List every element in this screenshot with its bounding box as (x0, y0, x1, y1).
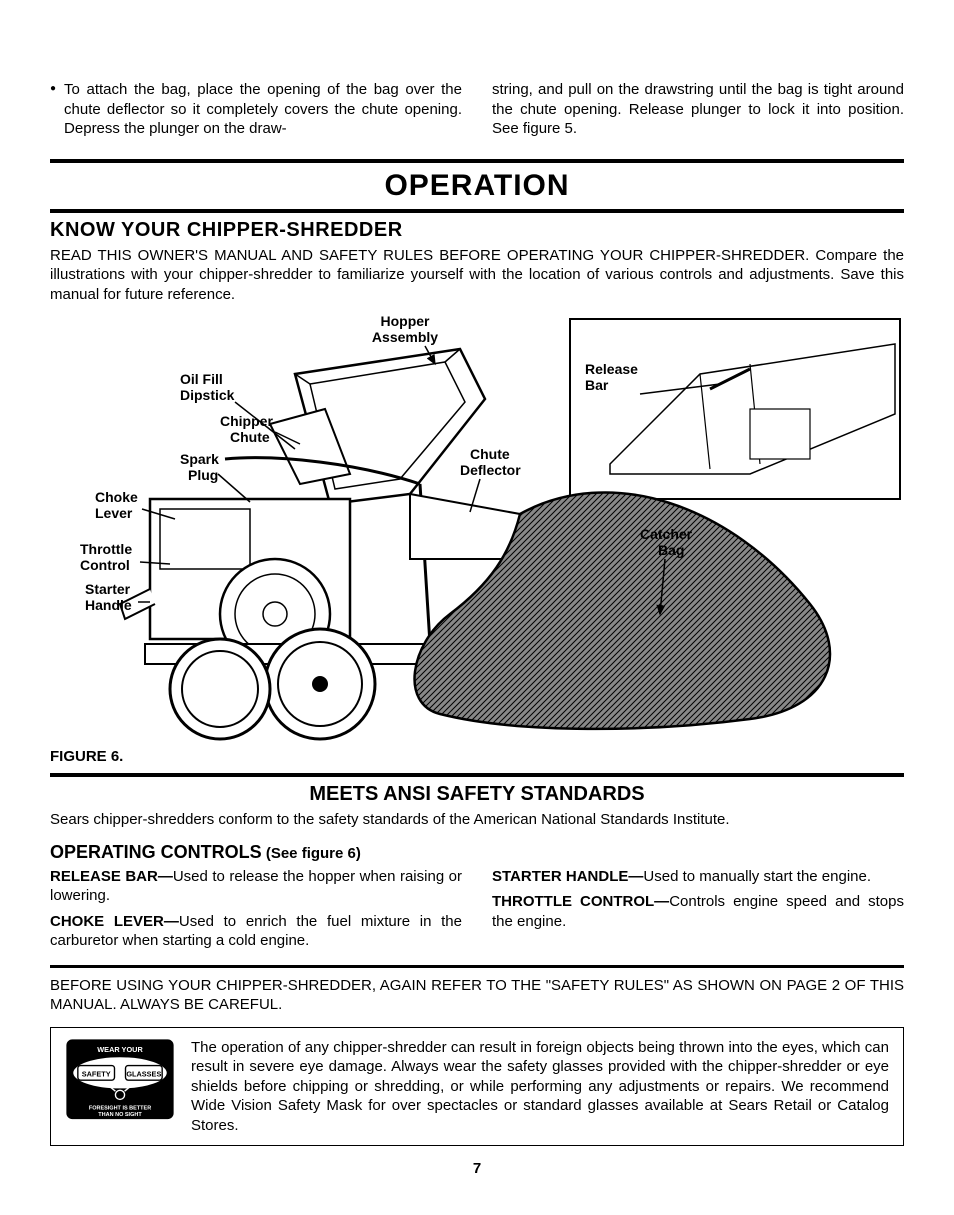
svg-text:FORESIGHT IS BETTER: FORESIGHT IS BETTER (89, 1105, 151, 1111)
svg-text:Starter: Starter (85, 581, 131, 597)
know-body: READ THIS OWNER'S MANUAL AND SAFETY RULE… (50, 246, 904, 305)
ansi-body: Sears chipper-shredders conform to the s… (50, 810, 904, 830)
before-using-text: BEFORE USING YOUR CHIPPER-SHREDDER, AGAI… (50, 976, 904, 1015)
svg-text:Plug: Plug (188, 467, 218, 483)
intro-right-text: string, and pull on the drawstring until… (492, 81, 904, 137)
svg-text:Handle: Handle (85, 597, 132, 613)
svg-text:THAN NO SIGHT: THAN NO SIGHT (98, 1111, 142, 1117)
control-term: CHOKE LEVER— (50, 913, 179, 930)
svg-text:Bar: Bar (585, 377, 609, 393)
svg-text:Assembly: Assembly (372, 329, 438, 345)
svg-text:GLASSES: GLASSES (126, 1069, 161, 1078)
svg-text:Bag: Bag (658, 542, 684, 558)
rule (50, 965, 904, 968)
figure-caption: FIGURE 6. (50, 748, 904, 765)
svg-text:Catcher: Catcher (640, 526, 693, 542)
svg-text:Chipper: Chipper (220, 413, 273, 429)
intro-left-text: To attach the bag, place the opening of … (64, 80, 462, 139)
controls-heading-note: (See figure 6) (266, 845, 361, 862)
rule (50, 773, 904, 777)
svg-text:Dipstick: Dipstick (180, 387, 235, 403)
know-heading: KNOW YOUR CHIPPER-SHREDDER (50, 219, 904, 242)
controls-heading: OPERATING CONTROLS (50, 842, 262, 862)
label-release-l1: Release (585, 361, 638, 377)
svg-text:Spark: Spark (180, 451, 219, 467)
control-term: RELEASE BAR— (50, 868, 173, 885)
rule (50, 209, 904, 213)
warning-text: The operation of any chipper-shredder ca… (191, 1038, 889, 1136)
svg-text:Oil Fill: Oil Fill (180, 371, 223, 387)
svg-text:WEAR YOUR: WEAR YOUR (97, 1044, 143, 1053)
svg-text:Chute: Chute (230, 429, 270, 445)
control-term: THROTTLE CONTROL— (492, 893, 669, 910)
operation-title: OPERATION (50, 169, 904, 203)
ansi-heading: MEETS ANSI SAFETY STANDARDS (50, 783, 904, 806)
figure-6-diagram: Release Bar Hopper Assembly Oil Fill Dip… (50, 314, 904, 744)
safety-glasses-icon: WEAR YOUR SAFETY GLASSES FORESIGHT IS BE… (65, 1038, 175, 1125)
svg-text:Choke: Choke (95, 489, 138, 505)
control-desc: Used to manually start the engine. (643, 868, 871, 885)
safety-glasses-warning: WEAR YOUR SAFETY GLASSES FORESIGHT IS BE… (50, 1027, 904, 1147)
svg-text:Throttle: Throttle (80, 541, 132, 557)
svg-text:Hopper: Hopper (381, 314, 431, 329)
rule (50, 159, 904, 163)
control-term: STARTER HANDLE— (492, 868, 643, 885)
svg-text:SAFETY: SAFETY (82, 1069, 111, 1078)
page-number: 7 (50, 1160, 904, 1177)
controls-columns: RELEASE BAR—Used to release the hopper w… (50, 867, 904, 957)
svg-text:Control: Control (80, 557, 130, 573)
svg-text:Deflector: Deflector (460, 462, 521, 478)
svg-text:Release: Release (585, 361, 638, 377)
intro-paragraph: ● To attach the bag, place the opening o… (50, 80, 904, 139)
svg-text:Lever: Lever (95, 505, 133, 521)
bullet-icon: ● (50, 80, 56, 139)
svg-text:Chute: Chute (470, 446, 510, 462)
